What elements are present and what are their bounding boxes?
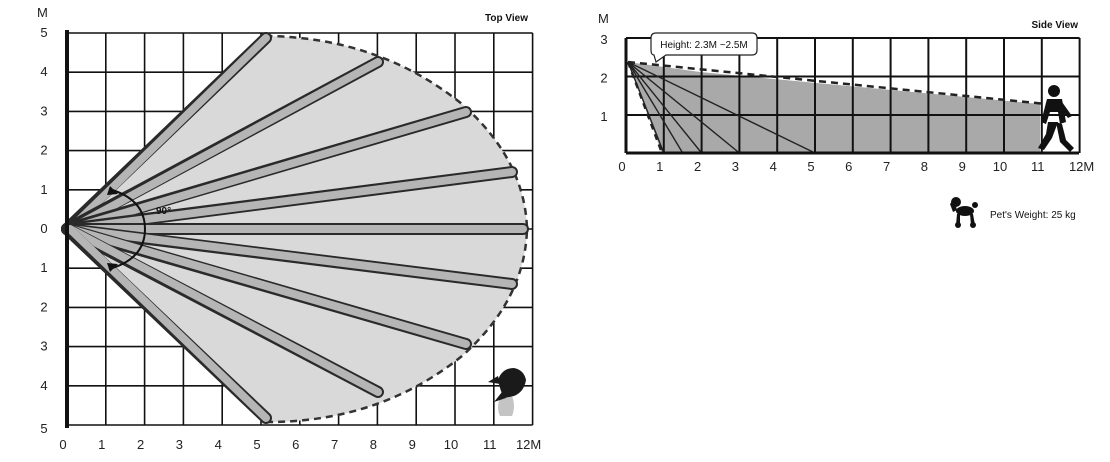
beam-fill xyxy=(66,34,270,233)
person-icon xyxy=(1038,85,1074,152)
top-x-tick-label: 1 xyxy=(98,437,105,452)
top-x-tick-label: 11 xyxy=(483,437,497,452)
side-x-tick-label: 3 xyxy=(732,159,739,174)
side-view-panel: Height: 2.3M ~2.5M 0 1 2 3 4 5 6 7 8 9 10 11 12M 3 2 1… xyxy=(598,11,1094,228)
top-x-tick-label: 3 xyxy=(176,437,183,452)
side-y-tick-label: 2 xyxy=(600,71,607,86)
top-view-beams xyxy=(61,32,529,424)
top-view-axis-unit: M xyxy=(37,5,48,20)
side-y-tick-label: 3 xyxy=(600,32,607,47)
side-x-tick-label: 5 xyxy=(807,159,814,174)
top-y-tick-label: 0 xyxy=(40,221,47,236)
beam-fill xyxy=(66,225,270,422)
side-x-tick-label: 6 xyxy=(845,159,852,174)
beam-fill xyxy=(66,225,382,396)
top-x-tick-label: 8 xyxy=(370,437,377,452)
top-x-tick-label: 0 xyxy=(59,437,66,452)
angle-arrow-top-icon xyxy=(107,186,118,195)
pet-weight-label: Pet's Weight: 25 kg xyxy=(990,210,1076,221)
side-x-tick-label: 7 xyxy=(883,159,890,174)
side-x-tick-label: 10 xyxy=(993,159,1007,174)
top-y-tick-label: 1 xyxy=(40,182,47,197)
top-x-tick-label: 12M xyxy=(516,437,541,452)
beam-fill xyxy=(66,108,470,233)
side-x-tick-label: 9 xyxy=(959,159,966,174)
side-x-tick-label: 11 xyxy=(1031,159,1045,174)
top-y-tick-label: 1 xyxy=(40,260,47,275)
side-x-tick-label: 2 xyxy=(694,159,701,174)
side-x-tick-label: 8 xyxy=(921,159,928,174)
top-view-x-ticks: 0 1 2 3 4 5 6 7 8 9 10 11 12M xyxy=(59,437,541,452)
top-x-tick-label: 4 xyxy=(215,437,222,452)
top-x-tick-label: 5 xyxy=(253,437,260,452)
top-y-tick-label: 2 xyxy=(40,299,47,314)
top-y-tick-label: 3 xyxy=(40,103,47,118)
side-y-tick-label: 1 xyxy=(600,109,607,124)
top-y-tick-label: 4 xyxy=(40,378,47,393)
top-x-tick-label: 9 xyxy=(409,437,416,452)
top-view-title: Top View xyxy=(485,13,528,24)
top-x-tick-label: 6 xyxy=(292,437,299,452)
side-view-x-ticks: 0 1 2 3 4 5 6 7 8 9 10 11 12M xyxy=(618,159,1094,174)
poodle-icon xyxy=(950,197,978,228)
top-y-tick-label: 4 xyxy=(40,64,47,79)
side-ray xyxy=(627,61,684,154)
side-view-axis-unit: M xyxy=(598,11,609,26)
angle-label: 90° xyxy=(156,206,171,217)
side-view-y-ticks: 3 2 1 xyxy=(600,32,607,124)
top-x-tick-label: 10 xyxy=(444,437,458,452)
top-y-tick-label: 5 xyxy=(40,25,47,40)
side-view-dashed-top xyxy=(627,60,1047,106)
side-ray xyxy=(627,61,740,154)
top-y-tick-label: 2 xyxy=(40,143,47,158)
top-view-y-ticks: 5 4 3 2 1 0 1 2 3 4 5 xyxy=(40,25,47,436)
side-view-coverage-area xyxy=(628,62,1040,153)
angle-arc xyxy=(108,188,147,270)
side-x-tick-label: 0 xyxy=(618,159,625,174)
dog-icon xyxy=(488,368,526,416)
side-ray xyxy=(627,61,816,154)
side-ray xyxy=(627,61,665,154)
angle-arrow-bottom-icon xyxy=(107,263,118,272)
side-x-tick-label: 4 xyxy=(770,159,777,174)
top-y-tick-label: 5 xyxy=(40,421,47,436)
beam-fill xyxy=(66,58,382,233)
side-x-tick-label: 1 xyxy=(656,159,663,174)
beam-fill xyxy=(66,225,470,348)
side-x-tick-label: 12M xyxy=(1069,159,1094,174)
height-callout: Height: 2.3M ~2.5M xyxy=(660,40,748,51)
side-ray xyxy=(627,61,703,154)
side-view-title: Side View xyxy=(1031,20,1078,31)
side-view-rays xyxy=(627,61,816,154)
top-x-tick-label: 2 xyxy=(137,437,144,452)
height-callout-box xyxy=(650,32,758,63)
top-x-tick-label: 7 xyxy=(331,437,338,452)
top-y-tick-label: 3 xyxy=(40,339,47,354)
